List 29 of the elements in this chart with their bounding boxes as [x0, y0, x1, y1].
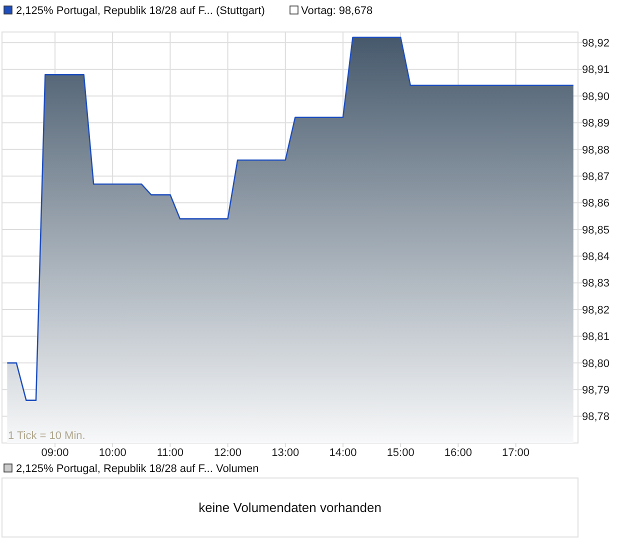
x-tick-label: 15:00 — [386, 447, 414, 459]
annotation: 1 Tick = 10 Min. — [8, 430, 86, 442]
x-tick-label: 11:00 — [156, 447, 184, 459]
y-tick-label: 98,79 — [582, 384, 610, 396]
y-tick-label: 98,82 — [582, 304, 610, 316]
x-tick-label: 13:00 — [272, 447, 300, 459]
x-tick-label: 12:00 — [214, 447, 242, 459]
text: Vortag: 98,678 — [301, 5, 373, 17]
y-tick-label: 98,87 — [582, 170, 610, 183]
x-tick-label: 17:00 — [502, 447, 530, 459]
x-tick-label: 14:00 — [329, 447, 357, 459]
y-tick-label: 98,88 — [582, 144, 610, 156]
x-tick-label: 10:00 — [98, 447, 126, 459]
y-tick-label: 98,81 — [582, 331, 610, 344]
y-tick-label: 98,84 — [582, 251, 610, 264]
x-tick-label: 09:00 — [41, 447, 69, 459]
text: 2,125% Portugal, Republik 18/28 auf F... Volumen — [16, 463, 259, 475]
y-tick-label: 98,89 — [582, 118, 610, 130]
legend-label: 2,125% Portugal, Republik 18/28 auf F... (Stuttgart) — [16, 5, 265, 17]
y-tick-label: 98,92 — [582, 38, 610, 50]
y-tick-label: 98,91 — [582, 64, 610, 76]
y-tick-label: 98,80 — [582, 358, 610, 370]
y-tick-label: 98,85 — [582, 224, 610, 236]
y-tick-label: 98,90 — [582, 90, 610, 103]
y-tick-label: 98,86 — [582, 198, 610, 210]
y-tick-label: 98,78 — [582, 411, 610, 424]
x-tick-label: 16:00 — [444, 447, 472, 459]
text: keine Volumendaten vorhanden — [198, 500, 382, 515]
y-tick-label: 98,83 — [582, 278, 610, 290]
